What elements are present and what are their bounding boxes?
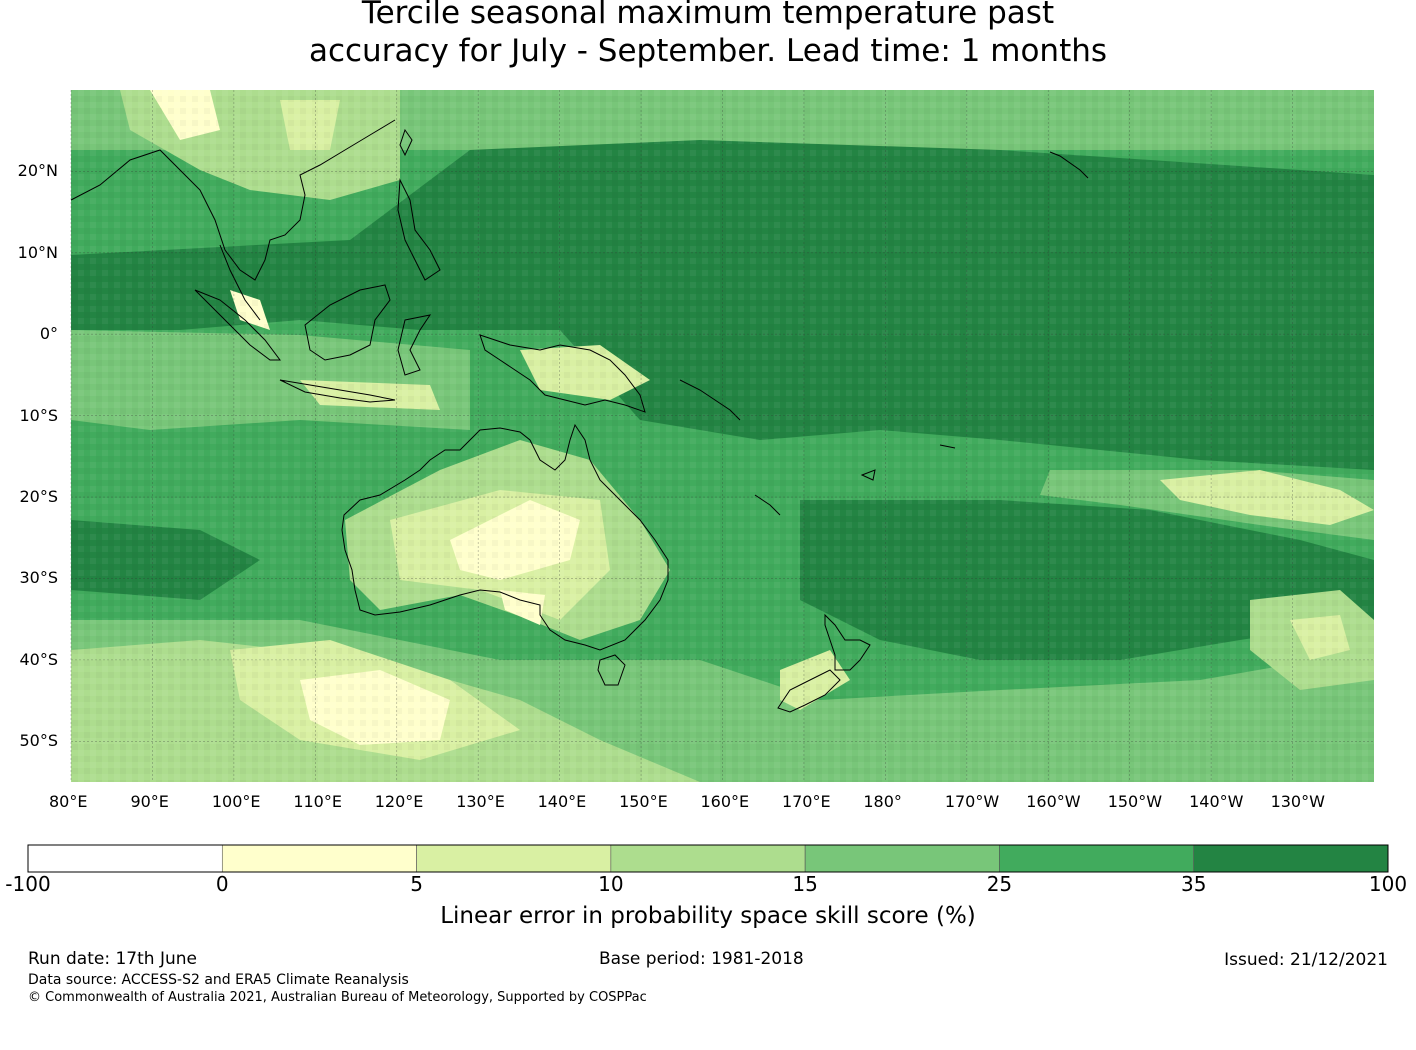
longitude-label: 170°E [781,792,831,811]
coastline-new-guinea [479,334,646,413]
longitude-label: 140°E [537,792,587,811]
latitude-label: 50°S [19,731,58,751]
coastline-malay-peninsula [219,244,261,321]
colorbar-tick-label: 15 [792,872,818,896]
longitude-label: 160°E [700,792,750,811]
coastline-fiji [860,469,876,481]
longitude-label: 130°E [456,792,505,811]
latitude-label: 40°S [19,649,58,669]
colorbar-segment [999,844,1195,873]
coastline-philippines [397,178,441,281]
gridlines [70,90,1374,782]
coastline-hawaii [1049,151,1089,179]
longitude-label: 90°E [130,792,169,811]
title-line-1: Tercile seasonal maximum temperature pas… [361,0,1055,31]
latitude-label: 0° [39,324,58,344]
coastline-australia [341,423,669,651]
title-line-2: accuracy for July - September. Lead time… [308,33,1108,69]
coastline-java [279,379,396,403]
coastline-vanuatu [754,494,781,516]
colorbar-tick-label: 0 [215,872,229,896]
coastline-tasmania [597,654,626,686]
skill-score-map [70,90,1374,782]
issued-date: Issued: 21/12/2021 [1224,950,1388,970]
colorbar-tick-label: 100 [1368,872,1408,896]
longitude-label: 120°E [374,792,424,811]
latitude-label: 10°N [17,242,58,262]
colorbar-segment [804,844,1000,873]
longitude-label: 130°W [1270,792,1325,811]
longitude-label: 180° [863,792,902,811]
colorbar-tick-label: -100 [5,872,51,896]
colorbar [27,844,1389,873]
chart-title: Tercile seasonal maximum temperature pas… [0,0,1416,70]
copyright: © Commonwealth of Australia 2021, Austra… [28,990,647,1005]
colorbar-tick-label: 25 [986,872,1013,896]
colorbar-tick-label: 5 [410,872,423,896]
coastline-solomons [679,379,741,421]
longitude-label: 160°W [1026,792,1081,811]
coastline-new-caledonia [939,444,956,449]
colorbar-segment [1193,844,1389,873]
longitude-label: 170°W [944,792,1000,811]
coastline-nz-north [824,613,871,671]
colorbar-segment [221,844,417,873]
colorbar-segment [610,844,806,873]
longitude-label: 110°E [293,792,342,811]
latitude-label: 20°S [19,487,58,507]
field-texture [71,90,1374,782]
coastline-sulawesi [397,314,432,376]
colorbar-tick-label: 35 [1180,872,1207,896]
longitude-label: 140°W [1189,792,1244,811]
coastlines [71,119,1089,713]
colorbar-tick-label: 10 [598,872,624,896]
base-period: Base period: 1981-2018 [599,949,804,969]
coastline-nz-south [777,669,841,713]
colorbar-frame [27,844,1389,873]
latitude-label: 20°N [17,161,58,181]
coastline-sumatra [194,289,281,361]
data-source: Data source: ACCESS-S2 and ERA5 Climate … [28,972,409,988]
colorbar-segment [27,844,223,873]
latitude-label: 30°S [19,568,58,588]
colorbar-segment [416,844,612,873]
longitude-label: 80°E [49,792,88,811]
latitude-label: 10°S [19,405,58,425]
longitude-label: 100°E [211,792,261,811]
coastline-taiwan [399,128,413,157]
colorbar-label: Linear error in probability space skill … [440,903,976,929]
coastline-borneo [304,284,391,361]
longitude-label: 150°W [1107,792,1163,811]
longitude-label: 150°E [619,792,668,811]
run-date: Run date: 17th June [28,949,197,969]
coastline-asia [71,119,396,281]
